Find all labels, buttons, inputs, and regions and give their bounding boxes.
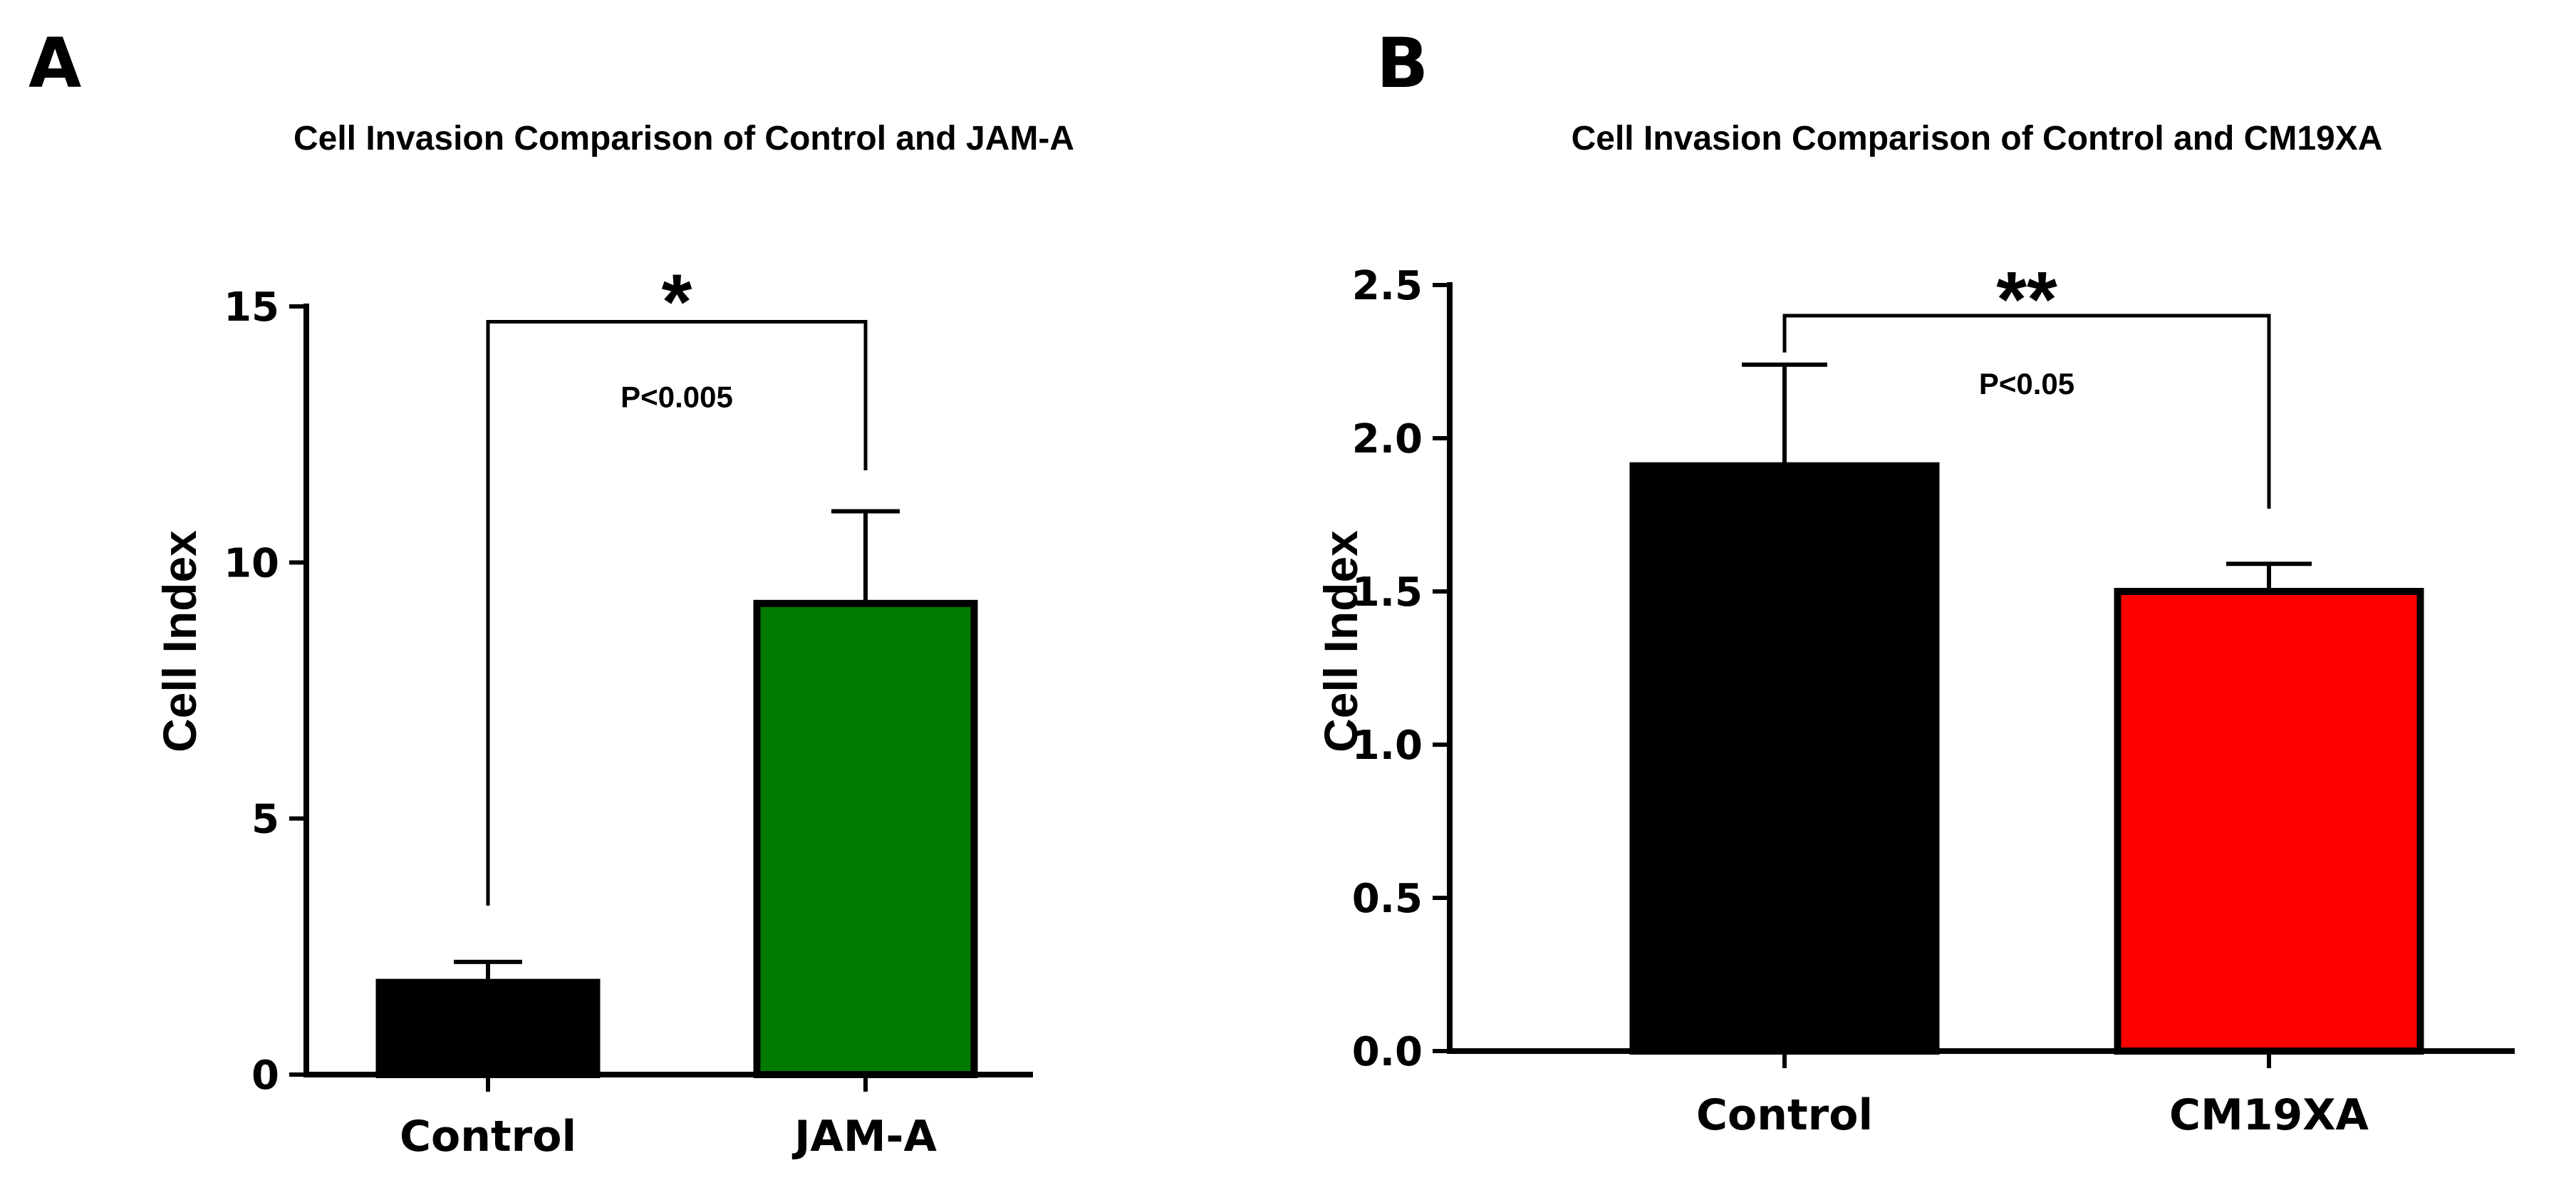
x-tick-label-control: Control — [1696, 1090, 1873, 1140]
bar-control — [1629, 462, 1940, 1055]
significance-marker: * — [662, 259, 692, 346]
y-axis-label: Cell Index — [153, 530, 206, 752]
y-tick-label: 2.5 — [1352, 263, 1423, 309]
significance-bracket — [1782, 314, 2271, 509]
y-axis-label: Cell Index — [1314, 530, 1367, 752]
x-tick-label-control: Control — [400, 1112, 576, 1162]
p-value-label: P<0.05 — [1979, 367, 2074, 400]
bar-control — [375, 978, 601, 1079]
y-tick-label: 0.5 — [1352, 876, 1423, 922]
y-tick-label: 5 — [251, 797, 279, 843]
x-tick-label-cm19xa: CM19XA — [2169, 1090, 2369, 1140]
y-tick-label: 0 — [251, 1052, 279, 1099]
p-value-label: P<0.005 — [620, 381, 733, 414]
chart-panel-b: B Cell Invasion Comparison of Control and… — [1314, 24, 2515, 1140]
y-tick-label: 1.5 — [1352, 569, 1423, 616]
bar-jam-a — [753, 599, 978, 1078]
significance-marker: ** — [1996, 256, 2057, 343]
panel-letter: A — [28, 24, 81, 103]
panel-letter: B — [1376, 24, 1428, 103]
significance-bracket — [486, 320, 868, 906]
chart-title: Cell Invasion Comparison of Control and … — [1572, 120, 2383, 157]
chart-panel-a: A Cell Invasion Comparison of Control and… — [28, 24, 1074, 1162]
bar-cm19xa — [2114, 588, 2424, 1055]
x-tick-label-jam-a: JAM-A — [791, 1112, 937, 1162]
y-tick-label: 15 — [224, 284, 279, 331]
y-tick-label: 2.0 — [1352, 416, 1423, 462]
y-tick-label: 10 — [224, 540, 279, 586]
y-tick-label: 1.0 — [1352, 723, 1423, 769]
y-tick-label: 0.0 — [1352, 1029, 1423, 1075]
chart-title: Cell Invasion Comparison of Control and … — [294, 120, 1074, 157]
